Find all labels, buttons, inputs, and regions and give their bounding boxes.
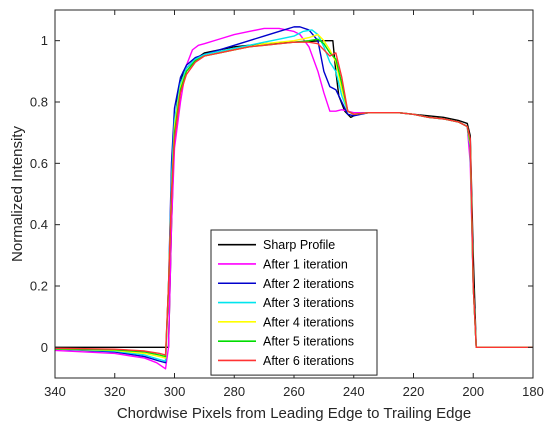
x-tick-label: 260 <box>283 384 305 399</box>
y-tick-label: 0 <box>41 340 48 355</box>
y-tick-label: 1 <box>41 33 48 48</box>
y-tick-label: 0.8 <box>30 95 48 110</box>
x-tick-label: 280 <box>223 384 245 399</box>
legend-entry-label: After 6 iterations <box>263 354 354 368</box>
x-tick-label: 240 <box>343 384 365 399</box>
x-tick-label: 340 <box>44 384 66 399</box>
legend: Sharp Profile After 1 iteration After 2 it… <box>210 229 378 376</box>
x-tick-label: 200 <box>462 384 484 399</box>
legend-entry-label: After 4 iterations <box>263 315 354 329</box>
x-axis-title: Chordwise Pixels from Leading Edge to Tr… <box>117 405 471 422</box>
y-tick-label: 0.6 <box>30 156 48 171</box>
legend-entry-label: After 1 iteration <box>263 257 348 271</box>
legend-entry-label: After 3 iterations <box>263 296 354 310</box>
y-tick-label: 0.4 <box>30 217 48 232</box>
series-line-7 <box>54 41 533 356</box>
legend-entry-label: After 2 iterations <box>263 277 354 291</box>
series-layer <box>54 26 533 370</box>
x-tick-label: 320 <box>104 384 126 399</box>
y-tick-label: 0.2 <box>30 279 48 294</box>
y-axis-title: Normalized Intensity <box>9 126 26 262</box>
x-tick-label: 300 <box>164 384 186 399</box>
x-tick-label: 220 <box>403 384 425 399</box>
legend-entry-label: After 5 iterations <box>263 335 354 349</box>
x-tick-label: 180 <box>522 384 544 399</box>
legend-entry-label: Sharp Profile <box>263 238 335 252</box>
